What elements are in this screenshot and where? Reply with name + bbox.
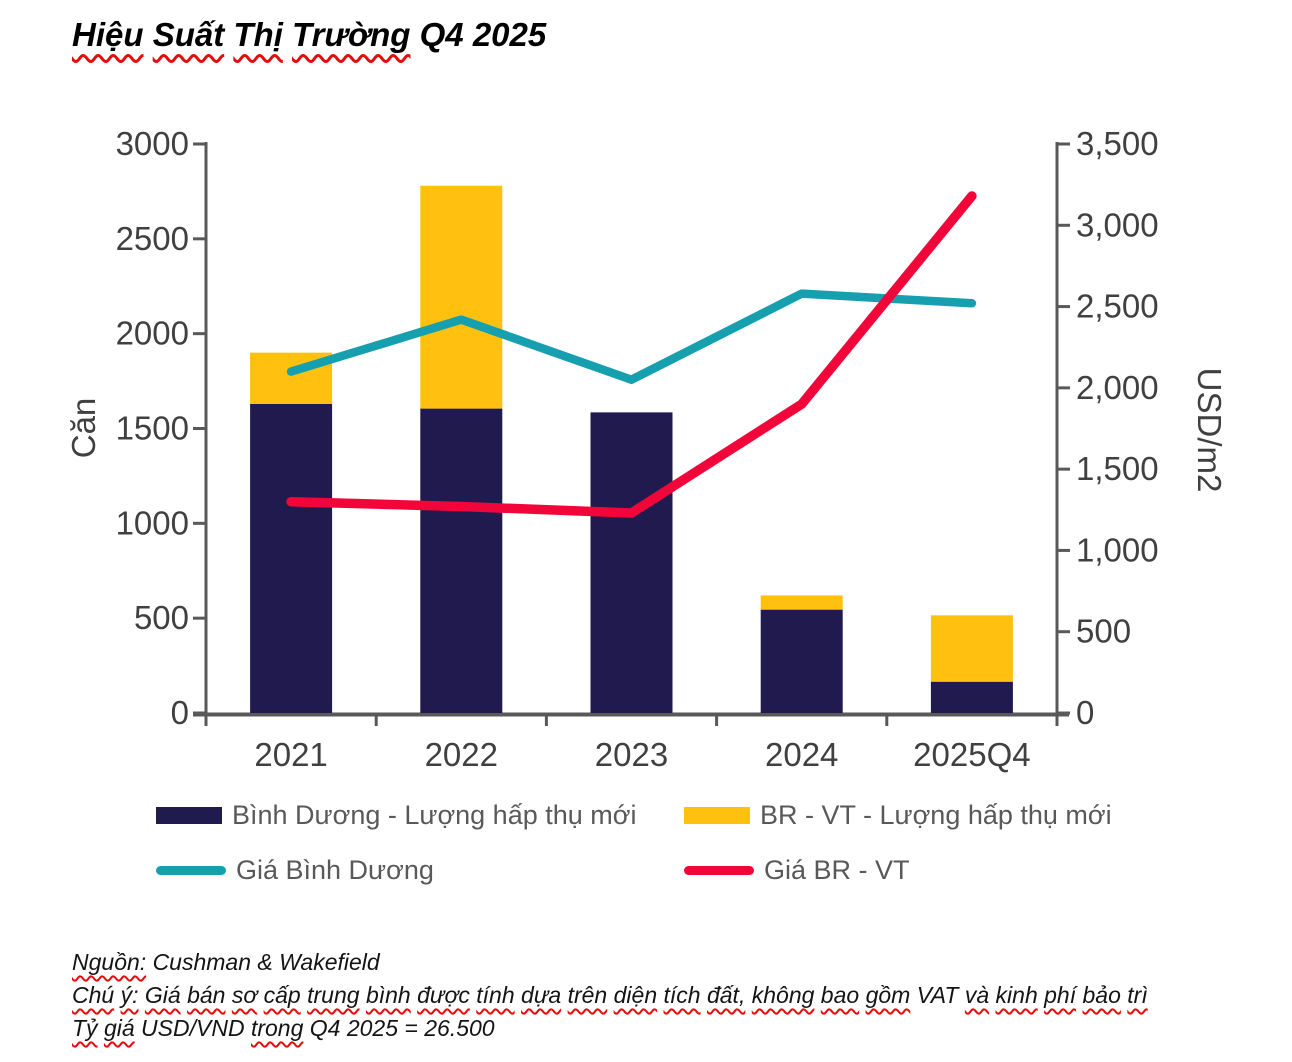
bar-binh-duong-2025Q4	[930, 681, 1013, 713]
footer-line-1: Nguồn: Cushman & Wakefield	[72, 946, 1148, 979]
text-word: Cushman & Wakefield	[152, 949, 380, 975]
line-gi-b-nh-d-ng	[286, 289, 977, 384]
legend-swatch-gia-br-vt	[684, 865, 754, 875]
misspelled-word: sơ	[231, 982, 258, 1008]
misspelled-word: dựa	[521, 982, 562, 1008]
misspelled-word: cấp	[263, 982, 301, 1008]
misspelled-word: Thị	[233, 16, 283, 53]
misspelled-word: được	[417, 982, 470, 1008]
source-notes: Nguồn: Cushman & Wakefield Chú ý: Giá bán…	[72, 946, 1148, 1045]
misspelled-word: không	[751, 982, 815, 1008]
misspelled-word: bình	[365, 982, 411, 1008]
misspelled-word: bảo	[1082, 982, 1121, 1008]
text-word: USD/VND	[141, 1015, 245, 1041]
legend-label-binh-duong-absorption: Bình Dương - Lượng hấp thụ mới	[232, 799, 637, 830]
right-axis-tick-label: 3,000	[1076, 206, 1159, 243]
misspelled-word: Trường	[292, 16, 411, 53]
misspelled-word: bán	[187, 982, 226, 1008]
misspelled-word: tích	[663, 982, 701, 1008]
left-axis-tick-label: 3000	[116, 125, 189, 162]
legend-swatch-br-vt-absorption	[684, 806, 750, 824]
legend-label-gia-br-vt: Giá BR - VT	[764, 854, 910, 885]
right-axis-tick-label: 0	[1076, 694, 1094, 731]
right-axis-tick-label: 3,500	[1076, 125, 1159, 162]
legend-label-gia-binh-duong: Giá Bình Dương	[236, 854, 434, 885]
misspelled-word: phí	[1044, 982, 1077, 1008]
bar-br-vt-2025Q4	[930, 615, 1013, 682]
combo-chart: 0 500 1000 1500 2000 2500 3000 0 500 1,000 1,500 2,…	[65, 125, 1228, 773]
misspelled-word: giá	[103, 1015, 135, 1041]
right-axis-tick-label: 2,000	[1076, 369, 1159, 406]
bar-binh-duong-2021	[250, 403, 333, 713]
bar-binh-duong-2024	[760, 609, 843, 713]
x-axis-label-2022: 2022	[425, 736, 498, 773]
legend-item-br-vt-absorption: BR - VT - Lượng hấp thụ mới	[684, 798, 1112, 832]
right-axis-tick-label: 1,000	[1076, 531, 1159, 568]
left-axis-tick-label: 500	[134, 599, 189, 636]
right-axis-tick-label: 500	[1076, 613, 1131, 650]
left-axis-tick-label: 1500	[116, 410, 189, 447]
bar-binh-duong-2023	[590, 412, 673, 713]
x-axis-label-2025Q4: 2025Q4	[913, 736, 1030, 773]
text-word: Q4 2025	[419, 16, 547, 53]
legend-label-br-vt-absorption: BR - VT - Lượng hấp thụ mới	[760, 799, 1112, 830]
misspelled-word: trì	[1127, 982, 1148, 1008]
misspelled-word: Chú	[72, 982, 115, 1008]
x-axis-label-2021: 2021	[254, 736, 327, 773]
misspelled-word: và	[964, 982, 990, 1008]
left-axis-tick-label: 1000	[116, 504, 189, 541]
misspelled-word: ý:	[120, 982, 139, 1008]
text-word: VAT	[916, 982, 959, 1008]
bar-binh-duong-2022	[420, 408, 503, 713]
footer-line-2: Chú ý: Giá bán sơ cấp trung bình được tí…	[72, 979, 1148, 1012]
text-word: Q4 2025 = 26.500	[309, 1015, 495, 1041]
right-axis-tick-label: 2,500	[1076, 288, 1159, 325]
left-axis-tick-label: 2500	[116, 220, 189, 257]
misspelled-word: diện	[613, 982, 658, 1008]
legend-swatch-binh-duong-absorption	[156, 806, 222, 824]
left-axis-tick-label: 0	[171, 694, 189, 731]
line-gi-br-vt	[286, 191, 977, 518]
right-axis-tick-label: 1,500	[1076, 450, 1159, 487]
misspelled-word: Hiệu	[72, 16, 144, 53]
legend-swatch-gia-binh-duong	[156, 865, 226, 875]
misspelled-word: bao	[820, 982, 860, 1008]
misspelled-word: Suất	[152, 16, 225, 53]
misspelled-word: trong	[250, 1015, 304, 1041]
footer-line-3: Tỷ giá USD/VND trong Q4 2025 = 26.500	[72, 1012, 1148, 1045]
bar-br-vt-2024	[760, 595, 843, 610]
misspelled-word: trung	[307, 982, 360, 1008]
misspelled-word: Tỷ	[72, 1015, 98, 1041]
bar-br-vt-2022	[420, 185, 503, 409]
misspelled-word: gồm	[865, 982, 911, 1008]
misspelled-word: trên	[567, 982, 608, 1008]
right-axis-title: USD/m2	[1191, 368, 1228, 493]
legend-item-binh-duong-absorption: Bình Dương - Lượng hấp thụ mới	[156, 798, 636, 832]
chart-title: Hiệu Suất Thị Trường Q4 2025	[72, 14, 546, 56]
left-axis-title: Căn	[65, 398, 102, 459]
misspelled-word: Giá	[144, 982, 181, 1008]
misspelled-word: tính	[476, 982, 515, 1008]
x-axis-label-2023: 2023	[595, 736, 668, 773]
misspelled-word: đất,	[706, 982, 746, 1008]
misspelled-word: kinh	[995, 982, 1038, 1008]
misspelled-word: Nguồn:	[72, 949, 147, 975]
x-axis-label-2024: 2024	[765, 736, 838, 773]
legend-item-gia-binh-duong: Giá Bình Dương	[156, 853, 434, 887]
left-axis-tick-label: 2000	[116, 315, 189, 352]
legend-item-gia-br-vt: Giá BR - VT	[684, 853, 910, 887]
